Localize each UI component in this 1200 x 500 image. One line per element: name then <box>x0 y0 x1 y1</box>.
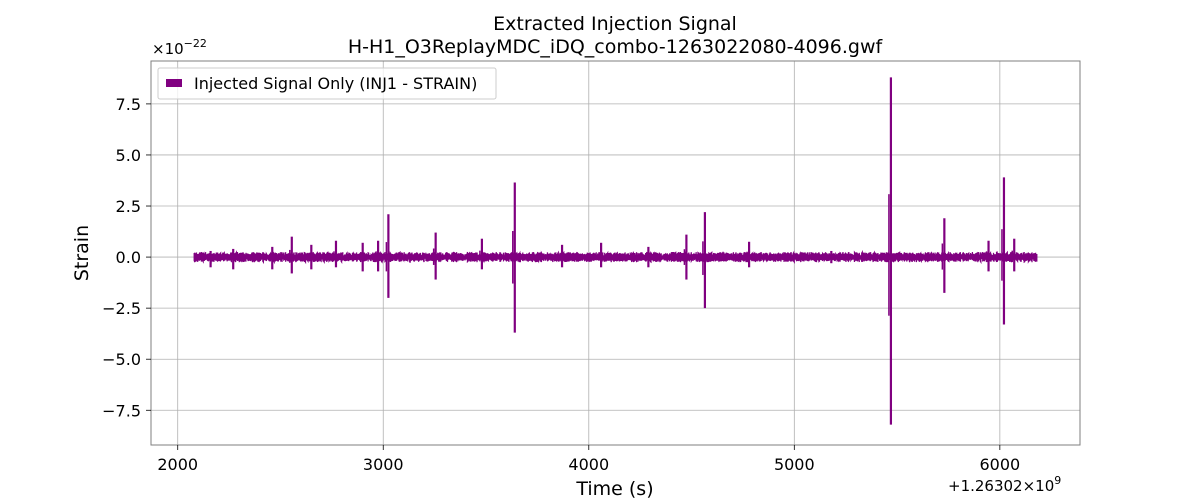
y-tick-label: −5.0 <box>102 350 141 369</box>
axes-frame <box>150 60 1081 446</box>
y-tick-label: −2.5 <box>102 299 141 318</box>
x-tick-label: 4000 <box>568 455 609 474</box>
y-scale-exponent: −22 <box>184 37 207 50</box>
legend: Injected Signal Only (INJ1 - STRAIN) <box>157 67 497 100</box>
x-tick-label: 2000 <box>157 455 198 474</box>
legend-swatch <box>166 79 182 87</box>
y-axis-label: Strain <box>71 225 93 281</box>
y-tick-label: 0.0 <box>116 248 141 267</box>
chart-subtitle: H-H1_O3ReplayMDC_iDQ_combo-1263022080-40… <box>348 36 884 58</box>
y-axis-ticks: −7.5 −5.0 −2.5 0.0 2.5 5.0 7.5 <box>102 95 151 420</box>
series-layer <box>193 77 1038 425</box>
legend-label: Injected Signal Only (INJ1 - STRAIN) <box>194 74 477 93</box>
x-tick-label: 6000 <box>979 455 1020 474</box>
x-axis-label: Time (s) <box>575 478 653 500</box>
y-tick-label: 7.5 <box>116 95 141 114</box>
legend-box <box>157 67 497 100</box>
plot-area <box>193 77 1038 425</box>
y-tick-label: −7.5 <box>102 401 141 420</box>
x-offset-exponent: 9 <box>1054 474 1061 487</box>
y-scale-label: ×10−22 <box>152 37 207 58</box>
y-tick-label: 2.5 <box>116 197 141 216</box>
x-tick-label: 5000 <box>774 455 815 474</box>
x-axis-ticks: 2000 3000 4000 5000 6000 <box>157 445 1020 474</box>
chart-title: Extracted Injection Signal <box>493 13 737 35</box>
x-offset-label: +1.26302×109 <box>948 474 1061 495</box>
y-tick-label: 5.0 <box>116 146 141 165</box>
x-tick-label: 3000 <box>363 455 404 474</box>
